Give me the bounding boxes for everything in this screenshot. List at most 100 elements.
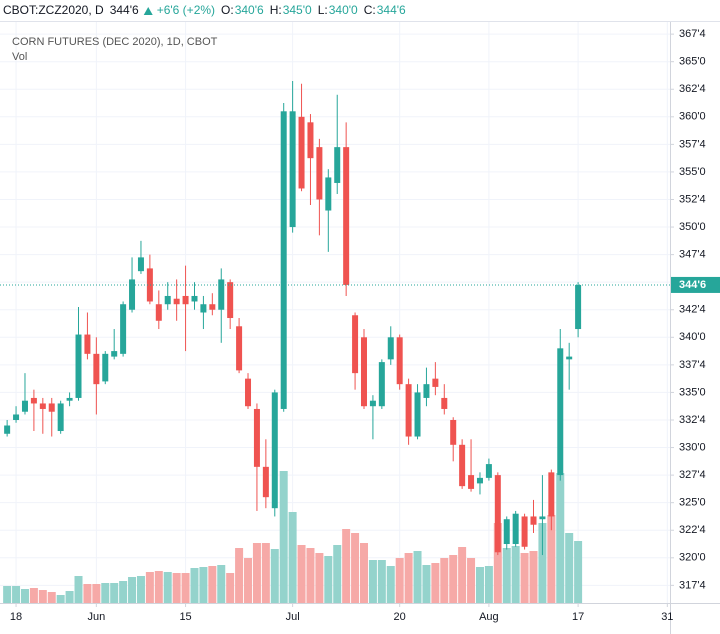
candle-body xyxy=(512,513,519,545)
volume-bar xyxy=(413,551,422,603)
volume-layer xyxy=(3,471,583,603)
volume-bar xyxy=(458,547,467,603)
candle-layer xyxy=(4,80,582,556)
ohlc-label: C: xyxy=(364,3,376,17)
ohlc-label: L: xyxy=(318,3,328,17)
candle-body xyxy=(253,408,260,467)
volume-bar xyxy=(252,543,261,603)
volume-bar xyxy=(404,553,413,603)
candle-body xyxy=(476,477,483,484)
volume-bar xyxy=(431,563,440,603)
chart-title: CORN FUTURES (DEC 2020), 1D, CBOT xyxy=(12,36,218,48)
x-tick-label: Jun xyxy=(87,611,105,623)
candle-body xyxy=(494,475,501,553)
candle-body xyxy=(289,111,296,228)
candle-body xyxy=(111,351,118,357)
candle-body xyxy=(236,326,243,371)
candle-body xyxy=(137,257,144,272)
volume-bar xyxy=(208,566,217,603)
candle-body xyxy=(75,334,82,398)
y-tick-label: 347'4 xyxy=(679,249,706,261)
x-tick-label: 31 xyxy=(661,611,673,623)
volume-bar xyxy=(279,471,288,603)
candle-body xyxy=(227,282,234,319)
volume-bar xyxy=(3,586,12,603)
y-tick-label: 337'4 xyxy=(679,359,706,371)
volume-bar xyxy=(502,548,511,603)
candle-body xyxy=(129,279,136,310)
volume-bar xyxy=(565,533,574,603)
y-tick-label: 360'0 xyxy=(679,111,706,123)
y-tick-label: 325'0 xyxy=(679,497,706,509)
candle-body xyxy=(280,111,287,409)
candle-body xyxy=(39,403,46,409)
x-tick-label: Jul xyxy=(286,611,300,623)
ohlc-value: 340'6 xyxy=(235,3,264,17)
candle-body xyxy=(84,334,91,354)
volume-bar xyxy=(449,555,458,603)
candle-body xyxy=(4,425,11,434)
candle-body xyxy=(48,403,55,412)
y-tick-label: 330'0 xyxy=(679,441,706,453)
volume-bar xyxy=(306,548,315,603)
candle-body xyxy=(21,400,28,412)
header: CBOT:ZCZ2020, D 344'6 +6'6 (+2%) O: 340'6 H: 3… xyxy=(3,3,406,17)
x-tick-label: 18 xyxy=(10,611,22,623)
volume-bar xyxy=(136,576,145,603)
volume-bar xyxy=(359,543,368,603)
candle-body xyxy=(200,304,207,313)
volume-bar xyxy=(538,523,547,603)
candle-body xyxy=(432,378,439,387)
volume-bar xyxy=(172,573,181,603)
volume-bar xyxy=(235,548,244,603)
volume-bar xyxy=(377,560,386,603)
volume-bar xyxy=(324,556,333,603)
candle-body xyxy=(182,295,189,305)
ohlc-label: H: xyxy=(270,3,282,17)
y-tick-label: 320'0 xyxy=(679,552,706,564)
candle-body xyxy=(405,384,412,437)
y-tick-label: 322'4 xyxy=(679,524,706,536)
candle-body xyxy=(575,284,582,330)
candle-body xyxy=(218,279,225,310)
volume-bar xyxy=(315,553,324,603)
header-change: +6'6 (+2%) xyxy=(157,3,215,17)
candle-body xyxy=(468,475,475,489)
volume-bar xyxy=(244,558,253,603)
volume-bar xyxy=(92,584,101,603)
candle-body xyxy=(57,403,64,432)
candle-body xyxy=(316,147,323,200)
volume-bar xyxy=(342,529,351,603)
volume-bar xyxy=(368,560,377,603)
volume-bar xyxy=(556,473,565,603)
volume-bar xyxy=(217,565,226,603)
candle-body xyxy=(120,304,127,354)
y-tick-label: 352'4 xyxy=(679,193,706,205)
ohlc-label: O: xyxy=(221,3,234,17)
volume-bar xyxy=(574,541,583,603)
candle-body xyxy=(164,295,171,305)
volume-bar xyxy=(181,573,190,603)
up-arrow xyxy=(143,7,153,15)
volume-bar xyxy=(163,572,172,603)
volume-bar xyxy=(101,583,110,603)
candle-body xyxy=(191,295,198,302)
candle-body xyxy=(459,444,466,487)
volume-bar xyxy=(20,589,29,603)
candle-body xyxy=(325,177,332,211)
volume-bar xyxy=(288,512,297,603)
volume-bar xyxy=(47,592,56,603)
candle-body xyxy=(548,472,555,517)
volume-bar xyxy=(12,586,21,603)
candle-body xyxy=(396,337,403,385)
y-tick-label: 335'0 xyxy=(679,386,706,398)
volume-bar xyxy=(386,566,395,603)
volume-bar xyxy=(119,581,128,603)
candle-body xyxy=(387,337,394,360)
volume-bar xyxy=(145,572,154,603)
x-tick-label: 17 xyxy=(572,611,584,623)
volume-bar xyxy=(422,565,431,603)
volume-bar xyxy=(110,583,119,603)
volume-bar xyxy=(128,577,137,603)
candle-body xyxy=(334,147,341,183)
